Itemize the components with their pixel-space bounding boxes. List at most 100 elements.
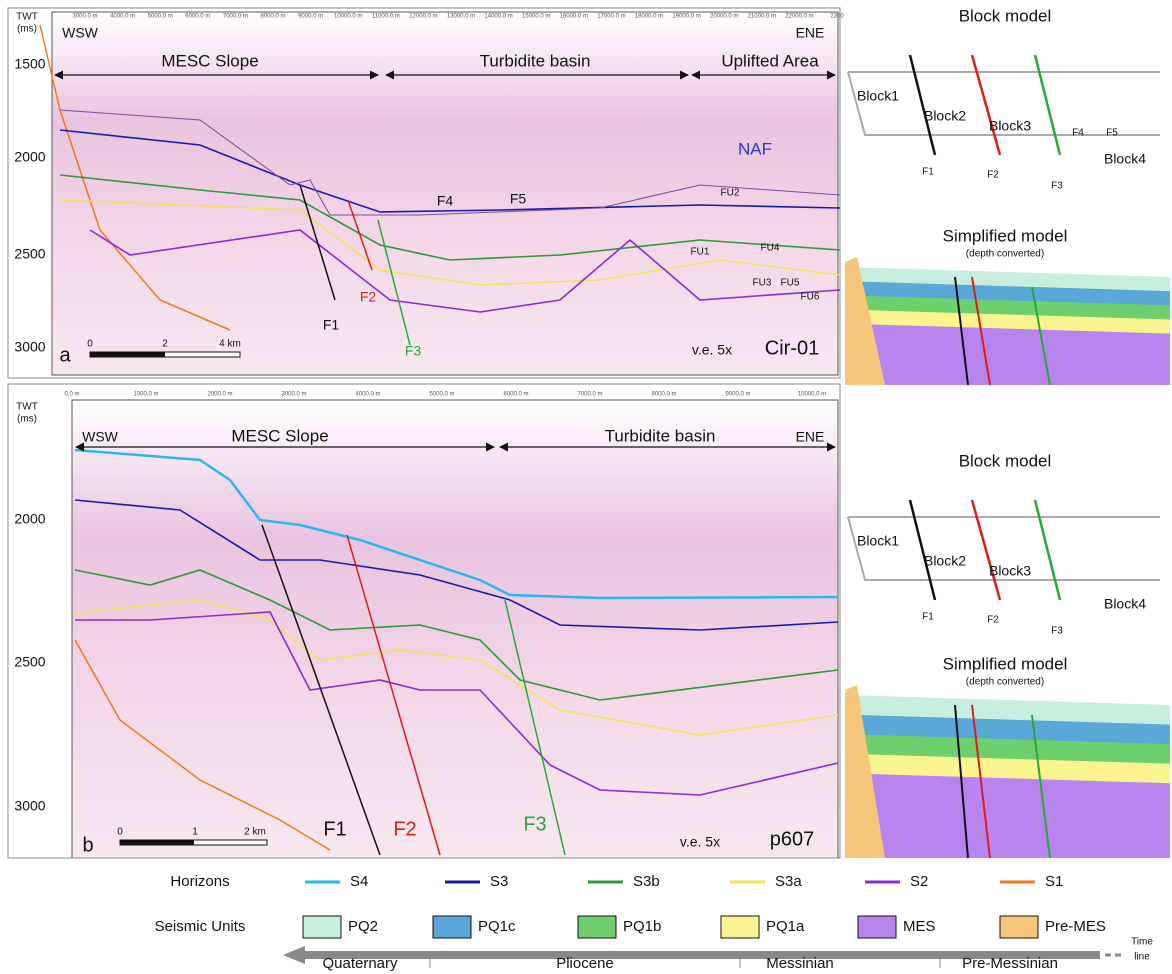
- label: 14000.0 m: [484, 14, 512, 20]
- label: Turbidite basin: [480, 51, 591, 70]
- label: PQ1c: [478, 918, 516, 935]
- horizon: [59, 174, 841, 261]
- fault: [1031, 714, 1051, 859]
- label: 22000.0 m: [785, 14, 813, 20]
- label: 3000.0 m: [281, 392, 306, 398]
- label: v.e. 5x: [692, 342, 732, 358]
- panel-b-frame: [7, 383, 841, 859]
- label: 2300: [830, 14, 844, 20]
- label: 4000.0 m: [355, 392, 380, 398]
- label: MESC Slope: [231, 426, 328, 445]
- fault: [970, 499, 1002, 601]
- label: S3: [490, 873, 508, 890]
- label: Simplified model: [943, 226, 1068, 245]
- label: Quaternary: [322, 955, 398, 972]
- label: Pre-Messinian: [962, 955, 1058, 972]
- label: 16000.0 m: [560, 14, 588, 20]
- label: F3: [1051, 181, 1063, 192]
- label: Horizons: [170, 873, 229, 890]
- label: 10000.0 m: [334, 14, 362, 20]
- label: 12000.0 m: [409, 14, 437, 20]
- label: 3000: [14, 798, 45, 814]
- label: p607: [770, 828, 815, 850]
- label: TWT: [16, 402, 38, 413]
- label: F2: [987, 615, 999, 626]
- horizon: [39, 24, 231, 331]
- horizon: [74, 499, 839, 631]
- label: Block4: [1104, 596, 1146, 612]
- fault: [1031, 286, 1051, 386]
- label: TWT: [16, 12, 38, 23]
- horizon: [299, 184, 336, 301]
- legend-swatch: [999, 915, 1039, 939]
- label: S3b: [633, 873, 660, 890]
- label: 0.0 m: [64, 392, 79, 398]
- label: 8000.0 m: [260, 14, 285, 20]
- fault: [908, 499, 937, 601]
- label: NAF: [738, 139, 772, 158]
- label: Turbidite basin: [605, 426, 716, 445]
- legend-swatch: [857, 915, 897, 939]
- label: (depth converted): [966, 249, 1044, 260]
- horizon: [74, 599, 839, 736]
- label: 5000.0 m: [148, 14, 173, 20]
- label: WSW: [82, 429, 119, 445]
- label: 6000.0 m: [185, 14, 210, 20]
- horizon: [377, 219, 411, 346]
- label: 2000.0 m: [207, 392, 232, 398]
- label: a: [59, 344, 71, 366]
- label: Pliocene: [556, 955, 614, 972]
- label: 9000.0 m: [298, 14, 323, 20]
- label: 1500: [14, 56, 45, 72]
- legend-swatch: [577, 915, 617, 939]
- label: Block model: [959, 451, 1052, 470]
- label: Seismic Units: [155, 918, 246, 935]
- label: 2: [162, 339, 168, 350]
- label: (ms): [17, 414, 37, 425]
- label: Block3: [989, 118, 1031, 134]
- label: F2: [393, 818, 416, 840]
- label: Cir-01: [765, 337, 819, 359]
- label: 2500: [14, 654, 45, 670]
- label: S1: [1045, 873, 1063, 890]
- label: 19000.0 m: [672, 14, 700, 20]
- label: b: [82, 834, 93, 856]
- label: 7000.0 m: [577, 392, 602, 398]
- label: Messinian: [766, 955, 834, 972]
- label: Block1: [857, 533, 899, 549]
- label: 15000.0 m: [522, 14, 550, 20]
- label: F1: [922, 167, 934, 178]
- label: PQ1b: [623, 918, 661, 935]
- label: FU4: [761, 243, 780, 254]
- label: 9000.0 m: [725, 392, 750, 398]
- horizon: [89, 229, 841, 313]
- label: FU2: [721, 188, 740, 199]
- unit-layer: [845, 773, 1170, 858]
- label: Simplified model: [943, 654, 1068, 673]
- label: F4: [1072, 128, 1084, 139]
- label: F2: [360, 289, 377, 305]
- horizon: [59, 109, 841, 216]
- label: 6000.0 m: [503, 392, 528, 398]
- label: FU1: [691, 247, 710, 258]
- label: PQ2: [348, 918, 378, 935]
- horizon: [75, 611, 839, 796]
- label: 8000.0 m: [651, 392, 676, 398]
- label: FU3: [753, 278, 772, 289]
- timeline-arrow: [283, 946, 1100, 964]
- label: S2: [910, 873, 928, 890]
- block-outline: [847, 71, 1160, 136]
- label: 4 km: [219, 339, 241, 350]
- horizon: [59, 129, 841, 213]
- label: 1000.0 m: [133, 392, 158, 398]
- label: F5: [1106, 128, 1118, 139]
- fault: [970, 54, 1002, 156]
- label: FU5: [781, 278, 800, 289]
- label: MES: [903, 918, 936, 935]
- label: FU6: [801, 292, 820, 303]
- label: 2 km: [244, 827, 266, 838]
- label: 5000.0 m: [429, 392, 454, 398]
- label: Time: [1131, 937, 1153, 948]
- label: 1: [192, 827, 198, 838]
- label: Block3: [989, 563, 1031, 579]
